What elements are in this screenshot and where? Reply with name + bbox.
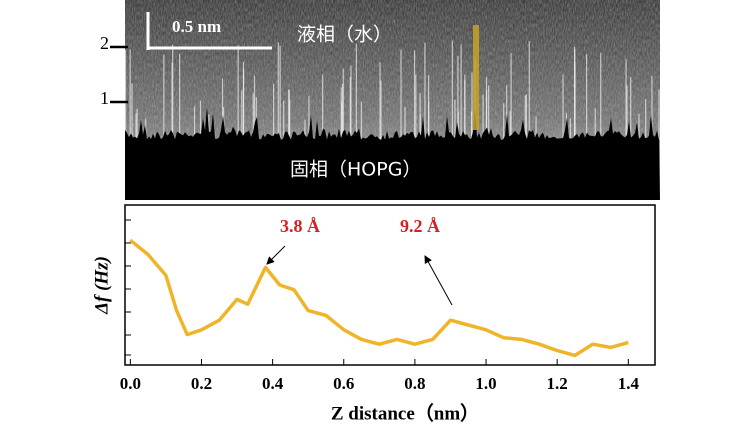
height-marker: 1 [100,88,109,108]
x-tick-label: 0.2 [191,374,212,393]
x-tick-label: 0.8 [404,374,425,393]
x-tick-label: 0.0 [120,374,141,393]
x-axis-label: Z distance（nm） [331,401,479,424]
solid-surface [125,106,660,200]
scale-bar-label: 0.5 nm [172,17,221,36]
liquid-label: 液相（水） [297,24,392,46]
x-tick-label: 1.4 [618,374,640,393]
annotation: 9.2 Å [400,216,440,236]
y-axis-label: Δf (Hz) [91,256,112,315]
x-tick-label: 0.6 [333,374,354,393]
x-tick-label: 0.4 [262,374,284,393]
annotation-arrow [424,255,453,306]
plot-frame [124,204,656,366]
data-line [129,238,629,358]
y-minor-ticks [125,219,131,356]
x-tick-label: 1.0 [475,374,496,393]
solid-label: 固相（HOPG） [290,159,421,181]
afm-image [125,0,660,200]
annotation-arrow [266,245,286,265]
x-tick-label: 1.2 [547,374,568,393]
height-marker: 2 [100,33,109,53]
annotation: 3.8 Å [280,216,320,236]
profile-marker [473,25,479,130]
